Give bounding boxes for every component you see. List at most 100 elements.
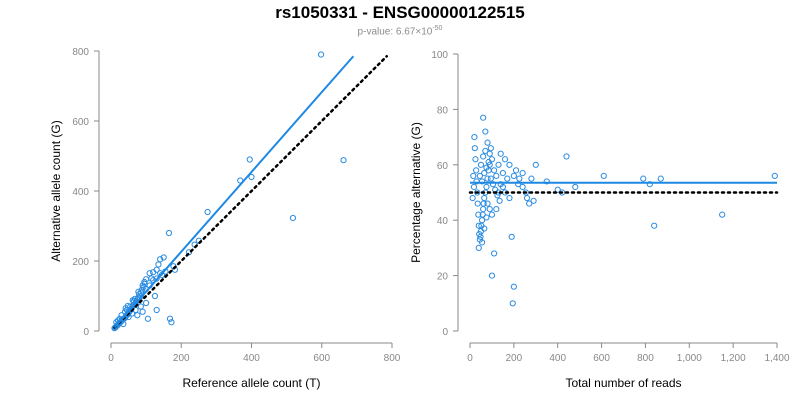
right-data-point [473, 167, 480, 174]
right-data-point [483, 183, 490, 191]
right-data-point [476, 172, 483, 179]
right-data-point [523, 194, 531, 202]
right-data-point [471, 134, 478, 141]
right-x-tick-label: 600 [593, 353, 610, 364]
right-x-tick-label: 1,200 [721, 353, 746, 364]
right-data-point [771, 172, 778, 179]
left-data-point [166, 315, 174, 322]
right-x-tick-label: 1,000 [677, 353, 702, 364]
right-data-point [646, 181, 653, 188]
right-data-point [497, 150, 504, 157]
right-data-point [471, 145, 478, 152]
right-data-point [508, 233, 515, 240]
right-data-point [519, 183, 526, 191]
left-data-point [131, 295, 138, 302]
left-data-point [168, 319, 175, 326]
right-data-point [480, 153, 487, 160]
right-data-point [489, 181, 497, 188]
left-data-point [141, 280, 148, 287]
right-data-point [572, 183, 579, 191]
right-data-point [481, 194, 488, 202]
left-data-point [155, 261, 162, 268]
right-data-point [469, 194, 476, 202]
right-data-point [484, 175, 491, 182]
right-y-tick-label: 60 [437, 161, 449, 172]
right-data-point [475, 244, 482, 251]
right-data-point [488, 156, 496, 163]
right-data-point [486, 206, 493, 213]
right-data-point [512, 167, 520, 174]
left-y-tick-label: 400 [72, 187, 89, 198]
right-data-point [478, 239, 486, 246]
p-value-exponent: -50 [432, 25, 443, 32]
left-data-point [137, 303, 144, 310]
p-value-text: p-value: 6.67×10 [357, 26, 433, 38]
left-data-point [289, 214, 297, 222]
right-data-point [510, 283, 517, 290]
right-x-tick-label: 800 [637, 353, 654, 364]
right-data-point [494, 192, 501, 199]
right-data-point [470, 172, 477, 179]
left-data-point [157, 256, 164, 263]
right-data-point [554, 186, 561, 193]
right-x-tick-label: 0 [467, 353, 473, 364]
right-x-tick-label: 200 [506, 353, 523, 364]
right-y-tick-label: 20 [437, 272, 449, 283]
right-y-tick-label: 80 [437, 105, 449, 116]
right-data-point [528, 175, 535, 182]
left-x-tick-label: 0 [108, 353, 114, 364]
right-data-point [486, 150, 493, 157]
right-y-tick-label: 100 [431, 50, 448, 61]
right-data-point [477, 161, 485, 168]
left-x-tick-label: 800 [384, 353, 401, 364]
left-data-point [160, 254, 167, 261]
right-data-point [640, 175, 647, 182]
right-data-point [487, 175, 494, 182]
right-x-tick-label: 400 [549, 353, 566, 364]
right-data-point [488, 272, 496, 279]
right-data-point [488, 211, 496, 218]
left-data-point [248, 173, 255, 181]
right-data-point [491, 167, 498, 174]
left-data-point [135, 288, 142, 295]
right-data-point [719, 211, 726, 218]
right-data-point [481, 225, 488, 232]
left-data-point [165, 229, 173, 237]
right-data-point [487, 145, 494, 152]
left-y-tick-label: 800 [72, 47, 89, 58]
right-data-point [483, 214, 490, 221]
right-data-point [501, 156, 509, 163]
right-data-point [474, 200, 481, 207]
right-data-point [484, 200, 491, 207]
right-data-point [651, 222, 658, 229]
left-data-point [317, 51, 325, 58]
left-fit-line [113, 55, 355, 329]
left-data-point [143, 299, 150, 307]
right-data-point [483, 164, 490, 171]
right-data-point [474, 189, 481, 196]
left-y-tick-label: 0 [83, 327, 89, 338]
right-data-point [504, 175, 511, 182]
left-data-point [140, 284, 147, 291]
right-data-point [485, 158, 492, 166]
right-y-tick-label: 0 [442, 327, 448, 338]
chart-title: rs1050331 - ENSG00000122515 [275, 3, 525, 22]
left-data-point [151, 292, 159, 300]
left-data-point [150, 269, 157, 276]
right-data-point [526, 200, 533, 207]
left-x-tick-label: 200 [173, 353, 190, 364]
left-data-point [340, 157, 347, 164]
left-data-point [148, 275, 155, 282]
right-data-point [657, 175, 664, 182]
left-data-point [111, 325, 118, 332]
right-data-point [491, 250, 498, 257]
right-data-point [482, 147, 489, 155]
left-y-tick-label: 200 [72, 257, 89, 268]
right-scatter-panel: 0 200 400 600 800 1,000 1,200 1,400 0 20 40 60 80 100… [409, 50, 790, 390]
left-reference-line [113, 55, 388, 329]
left-data-point [139, 308, 146, 315]
right-data-point [563, 153, 570, 160]
left-x-tick-label: 400 [243, 353, 260, 364]
left-data-point [112, 323, 120, 330]
right-x-axis-label: Total number of reads [565, 376, 681, 390]
